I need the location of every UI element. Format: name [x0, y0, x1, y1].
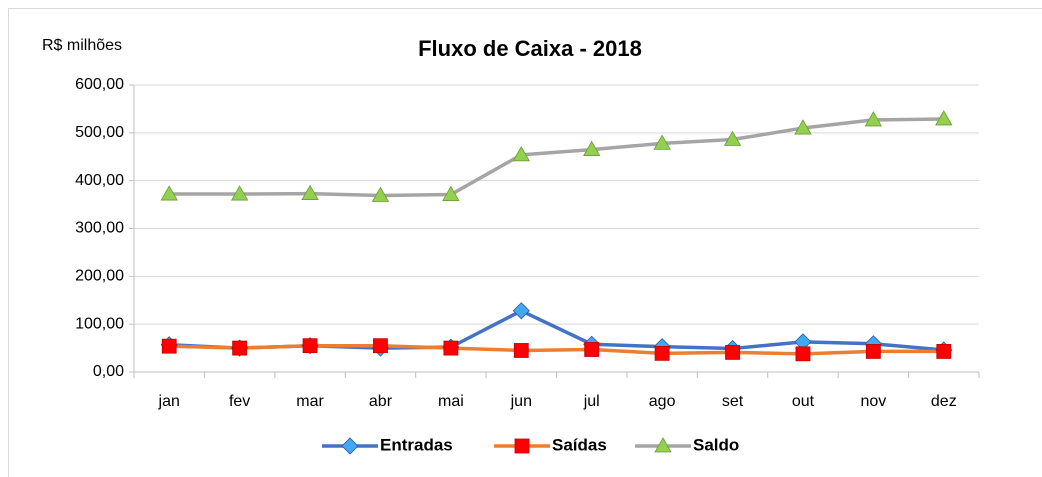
- y-tick-label: 200,00: [75, 268, 124, 285]
- y-tick-label: 600,00: [75, 76, 124, 93]
- y-tick-label: 0,00: [93, 363, 124, 380]
- x-tick-label: jul: [583, 393, 600, 410]
- series-marker: [443, 340, 459, 356]
- series-marker: [864, 111, 883, 127]
- legend-label: Saldo: [693, 435, 739, 454]
- legend-marker: [514, 438, 530, 454]
- series-marker: [583, 140, 601, 156]
- series-marker: [161, 338, 177, 354]
- series-marker: [654, 345, 670, 361]
- legend-label: Entradas: [380, 435, 453, 454]
- chart-border: [8, 8, 1042, 477]
- series-marker: [584, 342, 600, 357]
- x-tick-label: mar: [296, 393, 324, 410]
- x-tick-label: nov: [860, 393, 886, 410]
- y-tick-label: 300,00: [75, 220, 124, 237]
- chart-title: Fluxo de Caixa - 2018: [418, 36, 642, 61]
- series-marker: [230, 185, 249, 201]
- series-marker: [232, 340, 248, 356]
- x-tick-label: jan: [158, 393, 180, 410]
- series-marker: [371, 186, 390, 202]
- series-marker: [442, 185, 460, 201]
- x-tick-label: abr: [369, 393, 393, 410]
- series-marker: [512, 146, 530, 162]
- series-marker: [725, 344, 740, 360]
- legend-marker: [654, 437, 672, 453]
- series-line: [169, 117, 944, 198]
- series-marker: [301, 184, 319, 200]
- legend-marker: [341, 437, 359, 455]
- series-marker: [935, 110, 953, 126]
- series-marker: [794, 119, 812, 135]
- x-tick-label: out: [792, 393, 815, 410]
- y-tick-label: 500,00: [75, 124, 124, 141]
- series-marker: [373, 338, 388, 354]
- series-marker: [723, 130, 742, 146]
- series-marker: [936, 344, 952, 359]
- x-tick-label: fev: [229, 393, 250, 410]
- series-marker: [513, 343, 529, 358]
- x-tick-label: jun: [510, 393, 532, 410]
- x-tick-label: set: [722, 393, 744, 410]
- series-marker: [512, 302, 530, 320]
- legend-label: Saídas: [552, 435, 607, 454]
- series-marker: [795, 346, 811, 362]
- series-marker: [302, 338, 318, 354]
- x-tick-label: ago: [649, 393, 676, 410]
- series-line: [169, 343, 944, 356]
- series-marker: [865, 344, 881, 359]
- series-marker: [653, 134, 671, 150]
- x-tick-label: dez: [931, 393, 957, 410]
- y-tick-label: 400,00: [75, 172, 124, 189]
- x-tick-label: mai: [438, 393, 464, 410]
- series-marker: [160, 185, 178, 201]
- y-axis-label: R$ milhões: [42, 37, 122, 54]
- y-tick-label: 100,00: [75, 315, 124, 332]
